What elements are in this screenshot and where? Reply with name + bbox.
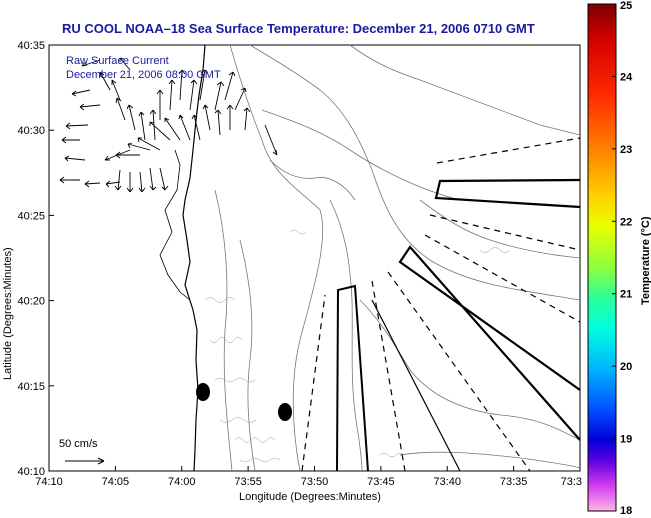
x-axis-label: Longitude (Degrees:Minutes) [239,491,381,503]
y-axis-label: Latitude (Degrees:Minutes) [2,247,14,380]
coastline-inlet [159,149,191,301]
lane-southeast [398,245,581,441]
y-tick-label: 40:30 [17,125,45,137]
map-frame [48,44,581,472]
x-tick-label: 73:40 [433,476,461,488]
temperature-colorbar: 25 24 23 22 21 20 19 18 Temperature (°C) [587,0,651,517]
figure-title: RU COOL NOAA–18 Sea Surface Temperature:… [62,21,535,36]
x-tick-label: 73:3 [561,476,582,488]
colorbar-tick-label: 22 [620,216,632,228]
x-tick-label: 74:00 [168,476,196,488]
legend-line-2: December 21, 2006 08:00 GMT [66,69,221,81]
colorbar-tick-label: 18 [620,505,632,517]
y-tick-label: 40:15 [17,381,45,393]
colorbar-ticks: 25 24 23 22 21 20 19 18 [612,0,633,517]
colorbar-tick-label: 20 [620,361,632,373]
radar-site-1 [196,383,210,401]
colorbar-label: Temperature (°C) [640,216,651,305]
lane-east [434,178,581,209]
legend-line-1: Raw Surface Current [66,55,169,67]
y-tick-label: 40:35 [17,40,45,52]
colorbar-tick-label: 23 [620,144,632,156]
radar-site-2 [278,403,292,421]
surface-current-vectors [59,57,278,193]
scale-arrow: 50 cm/s [59,438,105,465]
nearshore-contour-detail [204,229,511,463]
x-tick-label: 74:05 [102,476,130,488]
x-tick-label: 73:35 [500,476,528,488]
shipping-lanes [301,137,581,472]
colorbar-tick-label: 21 [620,289,632,301]
lane-ambrose-channel [336,284,369,472]
bathymetry-contours [214,44,581,472]
x-tick-label: 73:50 [301,476,329,488]
x-tick-label: 73:45 [367,476,395,488]
y-axis-ticks: 40:35 40:30 40:25 40:20 40:15 40:10 [17,40,54,478]
scale-arrow-icon [65,457,105,465]
lane-separation-lines [301,137,581,472]
x-tick-label: 73:55 [234,476,262,488]
y-tick-label: 40:25 [17,210,45,222]
colorbar-gradient [587,3,617,512]
colorbar-tick-label: 19 [620,434,632,446]
y-tick-label: 40:20 [17,296,45,308]
y-tick-label: 40:10 [17,466,45,478]
colorbar-tick-label: 24 [620,71,633,83]
colorbar-tick-label: 25 [620,0,632,12]
x-axis-ticks: 74:10 74:05 74:00 73:55 73:50 73:45 73:40 73:35… [35,466,582,488]
scale-label: 50 cm/s [59,438,98,450]
map-area: 50 cm/s Raw Surface Current December 21,… [48,44,581,472]
x-tick-label: 74:10 [35,476,63,488]
